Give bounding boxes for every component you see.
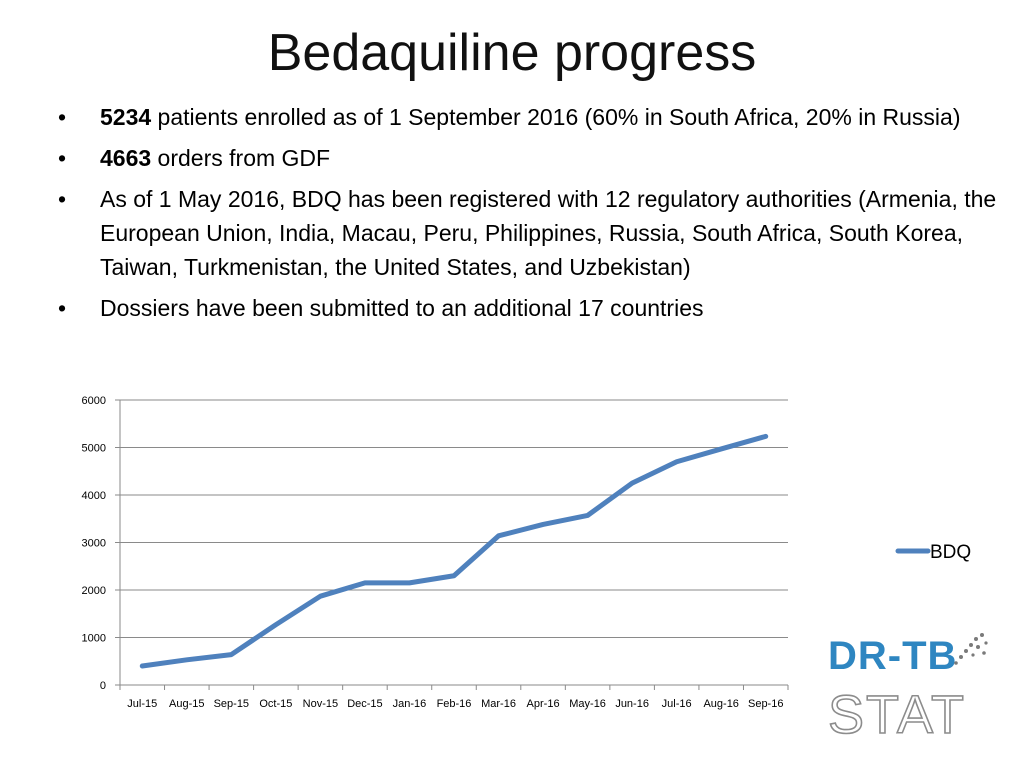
x-tick-label: Sep-15 bbox=[214, 698, 249, 710]
bullet-item: • Dossiers have been submitted to an addi… bbox=[52, 291, 1012, 325]
x-tick-label: Sep-16 bbox=[748, 698, 783, 710]
y-tick-label: 4000 bbox=[82, 490, 106, 502]
x-tick-label: Jul-15 bbox=[127, 698, 157, 710]
bullet-text: patients enrolled as of 1 September 2016… bbox=[151, 104, 961, 130]
y-tick-label: 0 bbox=[100, 680, 106, 692]
legend-label: BDQ bbox=[930, 542, 971, 563]
bullet-item: • 5234 patients enrolled as of 1 Septembe… bbox=[52, 100, 1012, 134]
bullet-text: orders from GDF bbox=[151, 145, 331, 171]
bullet-bold: 4663 bbox=[100, 145, 152, 171]
x-tick-label: Aug-16 bbox=[703, 698, 738, 710]
y-tick-label: 3000 bbox=[82, 538, 106, 550]
bullet-item: • As of 1 May 2016, BDQ has been register… bbox=[52, 182, 1012, 284]
y-tick-label: 1000 bbox=[82, 633, 106, 645]
x-tick-label: Oct-15 bbox=[259, 698, 292, 710]
x-tick-label: Aug-15 bbox=[169, 698, 204, 710]
x-tick-label: Feb-16 bbox=[437, 698, 472, 710]
logo-arrow-icon bbox=[954, 633, 988, 665]
y-tick-label: 2000 bbox=[82, 585, 106, 597]
x-tick-label: Jun-16 bbox=[615, 698, 649, 710]
logo-top-text: DR-TB bbox=[828, 634, 957, 678]
logo-bottom-text: STAT bbox=[828, 685, 966, 742]
x-tick-label: Dec-15 bbox=[347, 698, 382, 710]
bullet-dot: • bbox=[58, 145, 67, 171]
bullet-list: • 5234 patients enrolled as of 1 Septembe… bbox=[52, 100, 1012, 332]
x-tick-label: Jan-16 bbox=[393, 698, 427, 710]
bullet-dot: • bbox=[58, 295, 67, 321]
x-tick-label: Apr-16 bbox=[527, 698, 560, 710]
x-tick-label: May-16 bbox=[569, 698, 606, 710]
x-tick-label: Nov-15 bbox=[303, 698, 338, 710]
y-tick-label: 6000 bbox=[82, 395, 106, 407]
x-tick-label: Jul-16 bbox=[662, 698, 692, 710]
series-line-bdq bbox=[139, 433, 769, 669]
bullet-dot: • bbox=[58, 186, 67, 212]
y-tick-label: 5000 bbox=[82, 443, 106, 455]
bullet-text: Dossiers have been submitted to an addit… bbox=[100, 295, 704, 321]
slide-title: Bedaquiline progress bbox=[267, 24, 757, 82]
dr-tb-stat-logo: DR-TB STAT bbox=[827, 633, 988, 742]
bullet-dot: • bbox=[58, 104, 67, 130]
bullet-text: As of 1 May 2016, BDQ has been registere… bbox=[100, 186, 997, 280]
bdq-line-chart: 0 1000 2000 3000 4000 5000 6000 Jul-15 Aug-15 Sep… bbox=[82, 395, 972, 710]
x-tick-label: Mar-16 bbox=[481, 698, 516, 710]
bullet-item: • 4663 orders from GDF bbox=[52, 141, 1012, 175]
bullet-bold: 5234 bbox=[100, 104, 152, 130]
